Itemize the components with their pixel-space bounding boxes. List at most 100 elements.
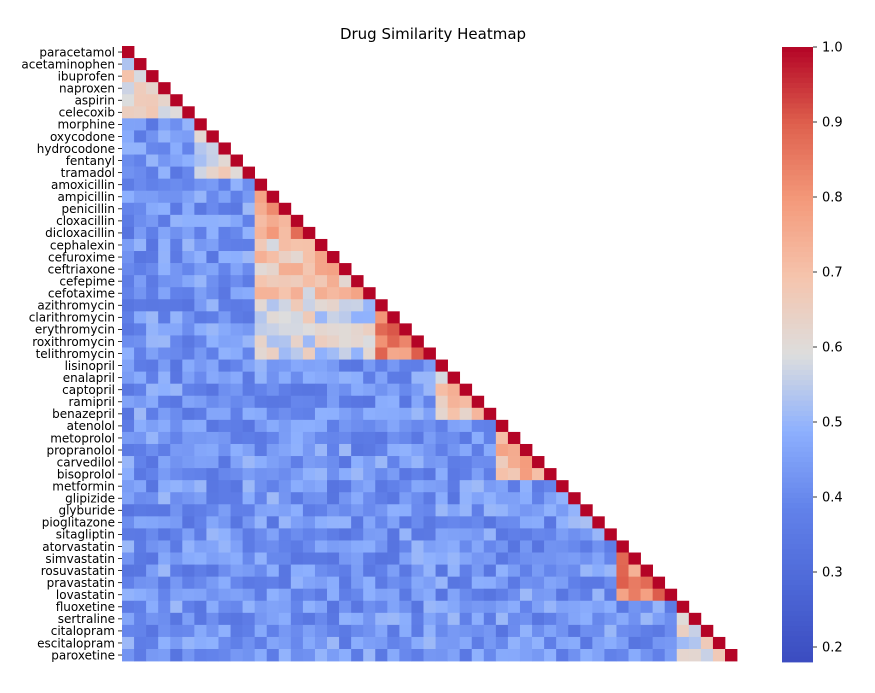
heatmap-cell — [254, 383, 268, 397]
heatmap-cell — [604, 624, 617, 638]
heatmap-cell — [532, 492, 545, 505]
heatmap-cell — [230, 540, 243, 553]
heatmap-cell — [242, 624, 256, 638]
heatmap-cell — [266, 335, 280, 348]
y-tick-label: amoxicillin — [51, 178, 115, 192]
heatmap-cell — [242, 492, 256, 505]
heatmap-cell — [242, 190, 256, 204]
heatmap-cell — [411, 504, 424, 517]
heatmap-cell — [134, 588, 147, 602]
heatmap-cell — [134, 504, 147, 517]
heatmap-cell — [242, 323, 256, 336]
heatmap-cell — [459, 443, 473, 457]
heatmap-cell — [266, 214, 280, 228]
heatmap-cell — [218, 251, 231, 264]
heatmap-cell — [158, 94, 171, 107]
heatmap-cell — [302, 552, 316, 565]
heatmap-cell — [471, 528, 485, 541]
heatmap-cell — [507, 576, 521, 590]
heatmap-cell — [592, 564, 605, 577]
heatmap-cell — [278, 347, 292, 360]
heatmap-cell — [483, 492, 497, 505]
heatmap-cell — [158, 564, 171, 577]
heatmap-cell — [170, 335, 183, 348]
heatmap-cell — [134, 263, 147, 276]
heatmap-cell — [507, 431, 521, 445]
heatmap-cell — [411, 407, 424, 421]
heatmap-cell — [411, 431, 424, 445]
heatmap-cell — [592, 528, 605, 541]
heatmap-cell — [387, 419, 400, 433]
heatmap-cell — [206, 299, 219, 312]
heatmap-cell — [519, 588, 533, 602]
colorbar-segment — [782, 600, 813, 607]
heatmap-cell — [327, 600, 340, 614]
heatmap-cell — [519, 504, 533, 517]
heatmap-cell — [688, 624, 702, 638]
heatmap-cell — [314, 275, 328, 288]
colorbar-segment — [782, 375, 813, 381]
heatmap-cell — [351, 528, 364, 541]
heatmap-cell — [218, 226, 231, 240]
heatmap-cell — [182, 335, 195, 348]
colorbar-segment — [782, 200, 813, 207]
heatmap-cell — [339, 335, 352, 348]
heatmap-cell — [339, 576, 352, 590]
heatmap-cell — [423, 552, 436, 565]
heatmap-cell — [230, 359, 243, 372]
heatmap-cell — [363, 552, 376, 565]
heatmap-cell — [616, 600, 629, 614]
heatmap-cell — [266, 226, 280, 240]
heatmap-cell — [351, 516, 364, 529]
heatmap-cell — [544, 636, 557, 650]
heatmap-cell — [194, 299, 207, 312]
heatmap-cell — [339, 323, 352, 336]
heatmap-cell — [278, 624, 292, 638]
heatmap-cell — [387, 383, 400, 397]
heatmap-cell — [435, 359, 448, 372]
heatmap-cell — [242, 588, 256, 602]
heatmap-cell — [134, 419, 147, 433]
heatmap-cell — [375, 516, 388, 529]
heatmap-cell — [122, 516, 135, 529]
colorbar-segment — [782, 359, 813, 366]
heatmap-cell — [182, 275, 195, 288]
heatmap-cell — [158, 492, 171, 505]
heatmap-cell — [399, 419, 412, 433]
heatmap-cell — [640, 624, 653, 638]
heatmap-cell — [146, 492, 159, 505]
heatmap-cell — [158, 443, 171, 457]
heatmap-cell — [146, 130, 159, 143]
heatmap-cell — [206, 166, 219, 180]
colorbar-segment — [782, 298, 813, 304]
heatmap-cell — [435, 552, 448, 565]
heatmap-cell — [399, 468, 412, 481]
heatmap-cell — [447, 504, 461, 517]
heatmap-cell — [375, 636, 388, 650]
heatmap-cell — [375, 347, 388, 360]
heatmap-cell — [688, 612, 702, 626]
heatmap-cell — [230, 287, 243, 300]
heatmap-cell — [122, 142, 135, 155]
heatmap-cell — [387, 468, 400, 481]
heatmap-cell — [230, 190, 243, 204]
heatmap-cell — [134, 564, 147, 577]
heatmap-cell — [278, 480, 292, 493]
heatmap-cell — [495, 600, 509, 614]
heatmap-cell — [363, 528, 376, 541]
heatmap-cell — [122, 419, 135, 433]
heatmap-cell — [182, 576, 195, 590]
heatmap-cell — [556, 552, 569, 565]
y-tick-label: fentanyl — [66, 154, 115, 168]
heatmap-cell — [266, 190, 280, 204]
heatmap-cell — [134, 238, 147, 252]
heatmap-cell — [266, 540, 280, 553]
heatmap-cell — [278, 552, 292, 565]
heatmap-cell — [387, 516, 400, 529]
heatmap-cell — [351, 431, 364, 445]
heatmap-cell — [556, 480, 569, 493]
heatmap-cell — [230, 564, 243, 577]
heatmap-cell — [532, 516, 545, 529]
colorbar-segment — [782, 656, 813, 663]
heatmap-cell — [676, 612, 690, 626]
